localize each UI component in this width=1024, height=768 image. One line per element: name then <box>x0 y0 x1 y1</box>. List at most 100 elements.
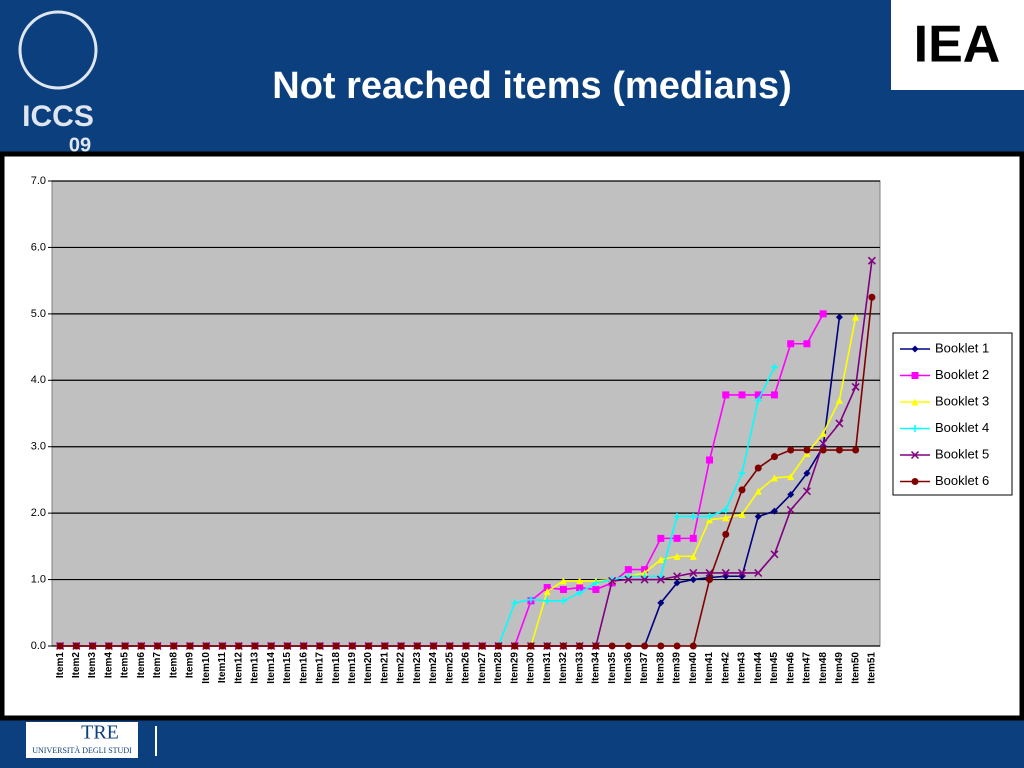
marker <box>754 464 762 472</box>
marker <box>803 446 811 454</box>
marker <box>706 456 714 464</box>
y-tick-label: 7.0 <box>31 175 46 187</box>
plot-area <box>51 180 881 647</box>
marker <box>592 586 600 594</box>
marker <box>202 642 210 650</box>
marker <box>911 345 919 353</box>
x-tick-label: Item9 <box>185 652 196 679</box>
x-tick-label: Item40 <box>688 652 699 684</box>
marker <box>316 642 324 650</box>
y-tick-label: 5.0 <box>31 308 46 320</box>
x-tick-label: Item24 <box>428 652 439 684</box>
legend-label: Booklet 2 <box>935 367 989 382</box>
marker <box>283 642 291 650</box>
marker <box>608 642 616 650</box>
marker <box>851 382 860 391</box>
x-tick-label: Item2 <box>71 652 82 679</box>
marker <box>911 425 919 432</box>
marker <box>592 579 600 587</box>
marker <box>494 642 502 650</box>
marker <box>738 391 746 399</box>
x-tick-label: Item28 <box>493 652 504 684</box>
x-tick-label: Item44 <box>753 652 764 684</box>
x-tick-label: Item3 <box>87 652 98 679</box>
marker <box>868 293 876 301</box>
x-tick-label: Item7 <box>152 652 163 679</box>
x-tick-label: Item48 <box>818 652 829 684</box>
x-tick-label: Item19 <box>347 652 358 684</box>
marker <box>673 552 681 560</box>
marker <box>657 599 665 607</box>
marker <box>754 396 762 404</box>
x-tick-label: Item50 <box>850 652 861 684</box>
marker <box>722 530 730 538</box>
x-tick-label: Item32 <box>558 652 569 684</box>
marker <box>576 584 584 592</box>
x-tick-label: Item4 <box>103 652 114 679</box>
marker <box>267 642 275 650</box>
marker <box>624 642 632 650</box>
marker <box>673 642 681 650</box>
marker <box>910 450 920 460</box>
marker <box>543 584 551 592</box>
marker <box>673 579 681 587</box>
x-tick-label: Item10 <box>201 652 212 684</box>
marker <box>786 505 795 514</box>
marker <box>56 642 64 650</box>
marker <box>527 642 535 650</box>
marker <box>754 487 762 495</box>
marker <box>835 396 843 404</box>
footer-logo-box <box>26 722 138 758</box>
marker <box>754 512 762 520</box>
marker <box>689 568 698 577</box>
marker <box>559 577 567 585</box>
x-tick-label: Item42 <box>720 652 731 684</box>
marker <box>592 642 600 650</box>
x-tick-label: Item45 <box>769 652 780 684</box>
marker <box>300 642 308 650</box>
x-tick-label: Item14 <box>266 652 277 684</box>
x-tick-label: Item39 <box>672 652 683 684</box>
iccs-logo-ring <box>18 10 98 90</box>
marker <box>819 446 827 454</box>
x-tick-label: Item6 <box>136 652 147 679</box>
marker <box>137 642 145 650</box>
marker <box>657 534 665 542</box>
marker <box>576 589 584 597</box>
marker <box>72 642 80 650</box>
legend-box <box>892 332 1013 496</box>
x-tick-label: Item43 <box>737 652 748 684</box>
x-tick-label: Item17 <box>315 652 326 684</box>
marker <box>835 419 844 428</box>
x-tick-label: Item25 <box>444 652 455 684</box>
x-tick-label: Item29 <box>509 652 520 684</box>
marker <box>218 642 226 650</box>
marker <box>673 572 682 581</box>
marker <box>608 576 617 585</box>
iea-logo-text: IEA <box>914 16 1001 74</box>
marker <box>673 534 681 542</box>
marker <box>624 575 633 584</box>
x-tick-label: Item21 <box>379 652 390 684</box>
x-tick-label: Item22 <box>396 652 407 684</box>
marker <box>770 474 778 482</box>
marker <box>770 507 778 515</box>
marker <box>657 556 665 564</box>
marker <box>787 446 795 454</box>
marker <box>722 506 730 514</box>
marker <box>543 588 551 596</box>
marker <box>803 469 811 477</box>
y-tick-label: 4.0 <box>31 374 46 386</box>
marker <box>689 534 697 542</box>
y-tick-label: 2.0 <box>31 507 46 519</box>
marker <box>397 642 405 650</box>
marker <box>706 576 714 584</box>
x-tick-label: Item38 <box>655 652 666 684</box>
marker <box>754 391 762 399</box>
marker <box>737 568 747 577</box>
marker <box>689 512 697 520</box>
marker <box>413 642 421 650</box>
marker <box>787 491 795 499</box>
marker <box>722 391 730 399</box>
marker <box>348 642 356 650</box>
